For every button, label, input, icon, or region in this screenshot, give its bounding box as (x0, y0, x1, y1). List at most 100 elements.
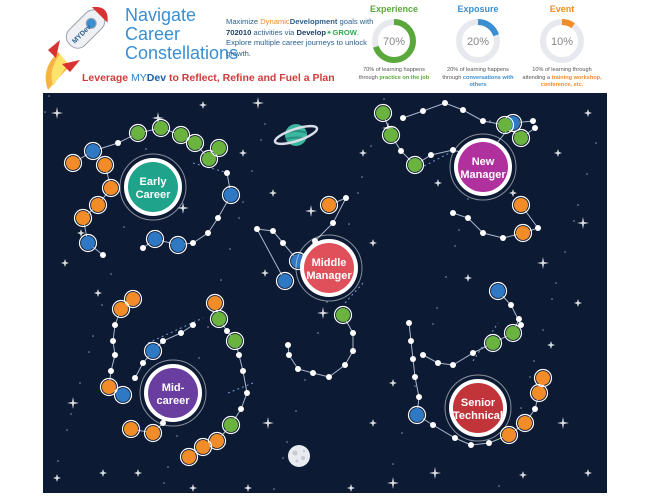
stage-label: Manager (460, 169, 506, 181)
dashed-connector (192, 162, 229, 174)
event-dot (114, 302, 128, 316)
event-dot-ring (515, 413, 535, 433)
junction-dot (486, 440, 492, 446)
exposure-dot (171, 238, 185, 252)
experience-dot (224, 418, 238, 432)
tiny-star (48, 95, 50, 97)
tiny-star (66, 429, 68, 431)
sparkle-star-icon (547, 341, 555, 349)
event-dot-ring (179, 447, 199, 467)
node-core (148, 368, 198, 418)
tiny-star (432, 323, 434, 325)
junction-dot (470, 350, 476, 356)
intro-part: goals with (337, 17, 374, 26)
gauge-label: 10% (551, 36, 573, 48)
sparkle-star-icon (347, 484, 355, 492)
sparkle-star-icon (51, 107, 63, 119)
metric-exposure: Exposure 20% 20% of learning happens thr… (438, 4, 518, 90)
tagline-part: Leverage (82, 72, 132, 84)
intro-part: activities via (251, 27, 297, 37)
junction-dot (115, 140, 121, 146)
brand-prefix: MY (131, 72, 147, 84)
event-dot (91, 198, 105, 212)
sparkle-star-icon (387, 477, 399, 489)
event-dot (210, 434, 224, 448)
event-dot-ring (73, 208, 93, 228)
event-dot-ring (88, 195, 108, 215)
junction-dot (516, 316, 522, 322)
exposure-dot-ring (78, 233, 98, 253)
tiny-star (573, 220, 575, 222)
tiny-star (467, 198, 469, 200)
tiny-star (392, 463, 394, 465)
experience-dot-ring (185, 133, 205, 153)
tiny-star (57, 460, 59, 462)
junction-dot (330, 220, 336, 226)
junction-dot (450, 210, 456, 216)
tiny-star (70, 413, 72, 415)
tiny-star (370, 145, 372, 147)
donut-gauge: 70% (372, 19, 416, 63)
tiny-star (498, 485, 500, 487)
exposure-dot-ring (168, 235, 188, 255)
junction-dot (244, 390, 250, 396)
experience-dot-ring (151, 118, 171, 138)
tiny-star (357, 192, 359, 194)
experience-dot-ring (495, 115, 515, 135)
sparkle-star-icon (77, 229, 85, 237)
junction-dot (435, 360, 441, 366)
event-dot (146, 426, 160, 440)
event-dot-ring (63, 153, 83, 173)
tiny-star (282, 457, 284, 459)
sparkle-star-icon (464, 274, 472, 282)
gauge-arc (540, 19, 584, 63)
junction-dot (112, 322, 118, 328)
junction-dot (430, 422, 436, 428)
sparkle-star-icon (509, 189, 517, 197)
title-line: Constellations (125, 43, 239, 63)
experience-dot (384, 128, 398, 142)
node-core (128, 162, 178, 212)
intro-model: 702010 (226, 27, 252, 37)
tiny-star (414, 385, 416, 387)
intro-text: Maximize DynamicDevelopment goals with 7… (226, 17, 376, 59)
exposure-dot (86, 144, 100, 158)
tiny-star (586, 173, 588, 175)
gauge-label: 70% (383, 36, 405, 48)
experience-dot-ring (381, 125, 401, 145)
brand-suffix: Dev (146, 72, 167, 84)
experience-dot (514, 131, 528, 145)
event-dot (104, 181, 118, 195)
junction-dot (224, 170, 230, 176)
experience-dot (131, 126, 145, 140)
tiny-star (154, 117, 156, 119)
junction-dot (140, 360, 146, 366)
event-dot-ring (121, 419, 141, 439)
experience-dot-ring (225, 331, 245, 351)
sparkle-star-icon (554, 149, 562, 157)
junction-dot (100, 252, 106, 258)
tiny-star (110, 273, 112, 275)
intro-grow: GROW (332, 27, 357, 37)
experience-dot-ring (209, 309, 229, 329)
sparkle-star-icon (244, 484, 252, 492)
stage-label: Senior (461, 397, 496, 409)
tiny-star (454, 245, 456, 247)
exposure-dot (148, 232, 162, 246)
constellation-canvas: EarlyCareerNewManagerMiddleManagerMid-ca… (44, 95, 597, 492)
moon-icon (288, 445, 310, 467)
junction-dot (460, 107, 466, 113)
junction-dot (160, 338, 166, 344)
tiny-star (260, 139, 262, 141)
stage-nodes: EarlyCareerNewManagerMiddleManagerMid-ca… (119, 133, 517, 442)
experience-dot-ring (405, 155, 425, 175)
junction-dot (205, 230, 211, 236)
junction-dot (280, 240, 286, 246)
junction-dot (420, 352, 426, 358)
tiny-star (163, 482, 165, 484)
sparkle-star-icon (519, 471, 527, 479)
sparkle-star-icon (389, 379, 397, 387)
node-halo (295, 234, 363, 302)
constellation-map: Early Career New Manager Middle Manager Mid-ca… (43, 93, 607, 493)
junction-dot (326, 374, 332, 380)
